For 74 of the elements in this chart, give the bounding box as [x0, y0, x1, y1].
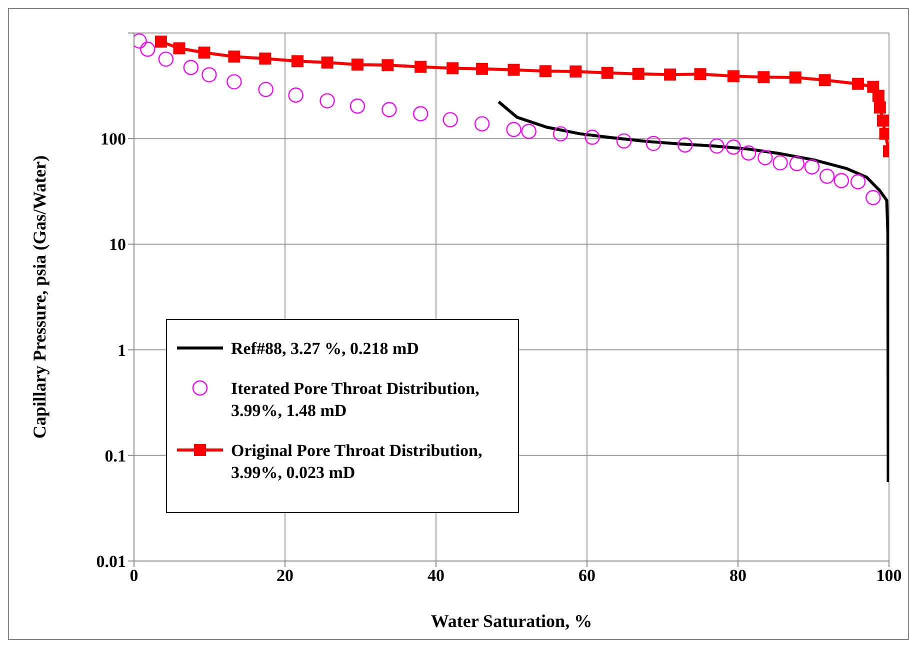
- point: [521, 124, 536, 139]
- point: [789, 71, 802, 84]
- point: [819, 168, 835, 184]
- point: [198, 46, 210, 59]
- point: [382, 59, 394, 72]
- point: [202, 67, 217, 82]
- y-tick-label: 0.1: [104, 446, 126, 466]
- point: [727, 70, 740, 82]
- legend-label: Iterated Pore Throat Distribution, 3.99%, 1.48 mD: [231, 378, 480, 422]
- point: [476, 62, 488, 75]
- point: [173, 42, 186, 54]
- line-series: [497, 100, 889, 484]
- point: [584, 130, 600, 145]
- point: [758, 150, 773, 166]
- point: [758, 71, 770, 84]
- point: [226, 74, 242, 90]
- point: [772, 155, 788, 170]
- point: [506, 122, 522, 138]
- x-tick-label: 100: [876, 566, 902, 586]
- point: [694, 68, 706, 80]
- x-axis-title: Water Saturation, %: [430, 611, 592, 631]
- point: [228, 50, 240, 63]
- point: [804, 159, 820, 174]
- point: [664, 68, 676, 81]
- point: [632, 68, 644, 80]
- y-tick-label: 0.01: [96, 552, 126, 572]
- point: [442, 112, 458, 128]
- point: [291, 55, 304, 68]
- point: [646, 136, 662, 152]
- point: [474, 116, 490, 132]
- point: [183, 60, 199, 76]
- point: [726, 140, 742, 155]
- point: [288, 88, 304, 103]
- point: [616, 133, 632, 149]
- x-tick-label: 60: [578, 566, 596, 586]
- point: [154, 36, 167, 48]
- point: [413, 106, 428, 122]
- point: [552, 126, 568, 142]
- point: [351, 58, 364, 71]
- y-axis-title: Capillary Pressure, psia (Gas/Water): [29, 155, 50, 439]
- point: [382, 102, 397, 118]
- point: [539, 65, 552, 78]
- point: [850, 174, 866, 190]
- point: [874, 102, 886, 114]
- x-tick-label: 0: [130, 566, 138, 586]
- point: [320, 93, 335, 108]
- x-tick-label: 80: [730, 566, 746, 586]
- point: [740, 145, 756, 161]
- point: [350, 98, 366, 114]
- x-tick-label: 20: [276, 566, 294, 586]
- point: [570, 65, 582, 78]
- point: [508, 64, 520, 76]
- point: [866, 190, 881, 206]
- point: [259, 52, 272, 65]
- point: [321, 56, 334, 69]
- y-tick-label: 10: [109, 235, 126, 254]
- x-tick-label: 40: [428, 566, 444, 586]
- point: [852, 78, 864, 90]
- point: [446, 62, 459, 74]
- point: [140, 42, 156, 57]
- point: [709, 138, 724, 154]
- point: [876, 114, 889, 127]
- point: [601, 66, 614, 79]
- point: [789, 156, 804, 172]
- point: [818, 74, 831, 86]
- point: [158, 52, 174, 67]
- point: [258, 82, 274, 98]
- y-tick-label: 100: [100, 130, 126, 149]
- point: [834, 173, 850, 188]
- point: [414, 60, 427, 73]
- y-tick-label: 1: [118, 340, 126, 360]
- point: [678, 137, 693, 153]
- legend-label: Ref#88, 3.27 %, 0.218 mD: [231, 338, 420, 360]
- legend-label: Original Pore Throat Distribution, 3.99%, 0.023 mD: [231, 440, 484, 484]
